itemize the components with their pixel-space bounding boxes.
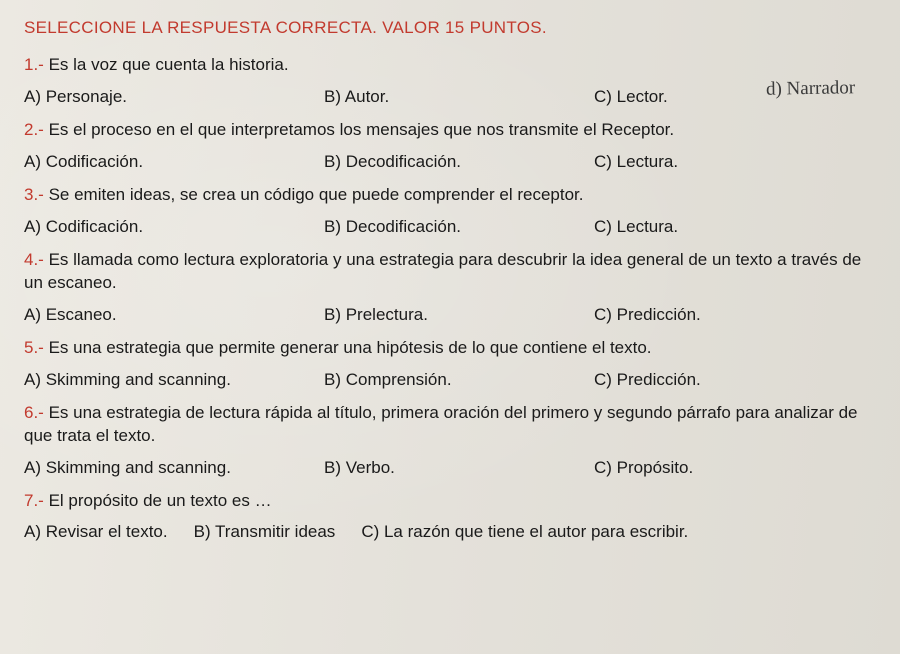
- question-number: 7.-: [24, 491, 44, 510]
- options-row: A) Revisar el texto. B) Transmitir ideas…: [24, 522, 876, 542]
- option-c: C) Propósito.: [594, 458, 774, 478]
- option-b: B) Autor.: [324, 87, 594, 107]
- option-c: C) Lector.: [594, 87, 774, 107]
- option-c: C) Predicción.: [594, 305, 774, 325]
- options-row: A) Codificación. B) Decodificación. C) L…: [24, 152, 876, 172]
- question-body: Se emiten ideas, se crea un código que p…: [49, 185, 584, 204]
- question-number: 6.-: [24, 403, 44, 422]
- question-body: Es el proceso en el que interpretamos lo…: [49, 120, 675, 139]
- option-a: A) Revisar el texto.: [24, 522, 168, 542]
- question-body: Es una estrategia que permite generar un…: [49, 338, 652, 357]
- question-number: 4.-: [24, 250, 44, 269]
- options-row: A) Personaje. B) Autor. C) Lector.: [24, 87, 876, 107]
- question-text: 2.- Es el proceso en el que interpretamo…: [24, 119, 876, 142]
- question-number: 1.-: [24, 55, 44, 74]
- question-6: 6.- Es una estrategia de lectura rápida …: [24, 402, 876, 478]
- question-text: 5.- Es una estrategia que permite genera…: [24, 337, 876, 360]
- question-number: 5.-: [24, 338, 44, 357]
- option-a: A) Skimming and scanning.: [24, 370, 324, 390]
- question-text: 4.- Es llamada como lectura exploratoria…: [24, 249, 876, 295]
- question-number: 2.-: [24, 120, 44, 139]
- question-text: 3.- Se emiten ideas, se crea un código q…: [24, 184, 876, 207]
- question-1: 1.- Es la voz que cuenta la historia. A)…: [24, 54, 876, 107]
- option-c: C) Lectura.: [594, 217, 774, 237]
- question-body: El propósito de un texto es …: [49, 491, 272, 510]
- question-body: Es la voz que cuenta la historia.: [49, 55, 289, 74]
- option-b: B) Transmitir ideas: [194, 522, 336, 542]
- option-c: C) La razón que tiene el autor para escr…: [361, 522, 688, 542]
- question-3: 3.- Se emiten ideas, se crea un código q…: [24, 184, 876, 237]
- option-a: A) Escaneo.: [24, 305, 324, 325]
- option-b: B) Verbo.: [324, 458, 594, 478]
- question-2: 2.- Es el proceso en el que interpretamo…: [24, 119, 876, 172]
- options-row: A) Skimming and scanning. B) Verbo. C) P…: [24, 458, 876, 478]
- question-number: 3.-: [24, 185, 44, 204]
- question-text: 6.- Es una estrategia de lectura rápida …: [24, 402, 876, 448]
- options-row: A) Skimming and scanning. B) Comprensión…: [24, 370, 876, 390]
- option-b: B) Prelectura.: [324, 305, 594, 325]
- option-c: C) Lectura.: [594, 152, 774, 172]
- question-text: 7.- El propósito de un texto es …: [24, 490, 876, 513]
- options-row: A) Codificación. B) Decodificación. C) L…: [24, 217, 876, 237]
- option-a: A) Personaje.: [24, 87, 324, 107]
- option-a: A) Codificación.: [24, 217, 324, 237]
- option-b: B) Decodificación.: [324, 152, 594, 172]
- instruction-heading: SELECCIONE LA RESPUESTA CORRECTA. VALOR …: [24, 18, 876, 38]
- question-body: Es llamada como lectura exploratoria y u…: [24, 250, 861, 292]
- option-a: A) Codificación.: [24, 152, 324, 172]
- question-body: Es una estrategia de lectura rápida al t…: [24, 403, 857, 445]
- question-5: 5.- Es una estrategia que permite genera…: [24, 337, 876, 390]
- option-a: A) Skimming and scanning.: [24, 458, 324, 478]
- question-4: 4.- Es llamada como lectura exploratoria…: [24, 249, 876, 325]
- option-c: C) Predicción.: [594, 370, 774, 390]
- options-row: A) Escaneo. B) Prelectura. C) Predicción…: [24, 305, 876, 325]
- question-text: 1.- Es la voz que cuenta la historia.: [24, 54, 876, 77]
- option-b: B) Decodificación.: [324, 217, 594, 237]
- handwritten-answer-d: d) Narrador: [766, 77, 856, 101]
- option-b: B) Comprensión.: [324, 370, 594, 390]
- question-7: 7.- El propósito de un texto es … A) Rev…: [24, 490, 876, 543]
